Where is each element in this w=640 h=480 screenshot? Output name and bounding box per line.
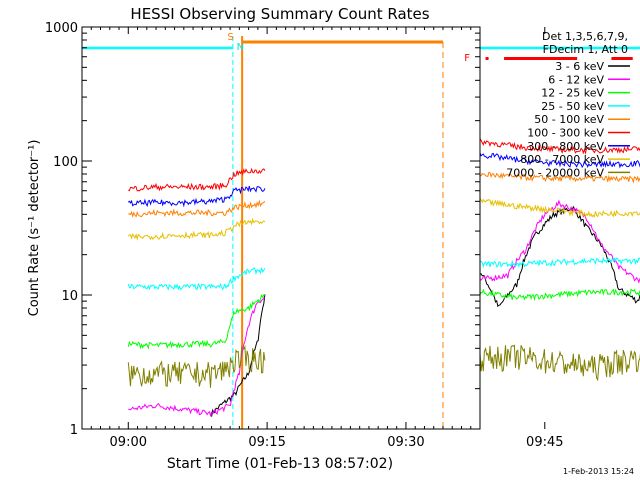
series-25-50-kev-before-gap — [127, 267, 266, 291]
x-tick-label: 09:00 — [110, 435, 147, 450]
series-layer — [127, 138, 640, 418]
x-tick-label: 09:45 — [526, 435, 563, 450]
series-100-300-kev-before-gap — [128, 167, 266, 192]
series-6-12-kev-before-gap — [128, 297, 266, 418]
series-3-6-kev-before-gap — [211, 294, 266, 417]
series-7000-20000-kev-before-gap — [127, 344, 266, 388]
flare-flag-segment — [611, 57, 633, 60]
flare-flag-segment — [504, 57, 578, 60]
axis-layer: 09:0009:1509:3009:4510:0010:1510:3011010… — [45, 21, 564, 450]
legend-label: 50 - 100 keV — [534, 113, 604, 126]
legend-label: 12 - 25 keV — [541, 87, 604, 100]
series-25-50-kev-after-gap — [480, 256, 640, 269]
series-7000-20000-kev-after-gap — [479, 344, 640, 382]
flare-flag-segment — [485, 57, 489, 60]
legend-label: 300 - 800 keV — [527, 140, 604, 153]
y-axis-label: Count Rate (s⁻¹ detector⁻¹) — [27, 140, 42, 317]
series-100-300-kev-after-gap — [479, 138, 640, 156]
legend-label: 800 - 7000 keV — [520, 153, 604, 166]
series-800-7000-kev-after-gap — [479, 198, 640, 219]
x-tick-label: 09:30 — [387, 435, 424, 450]
plot-frame — [81, 26, 481, 430]
series-300-800-kev-after-gap — [479, 152, 640, 169]
flag-label-s: S — [227, 32, 233, 43]
y-tick-label: 100 — [53, 155, 78, 170]
series-3-6-kev-after-gap — [479, 205, 640, 308]
series-6-12-kev-after-gap — [479, 199, 640, 284]
legend-label: 100 - 300 keV — [527, 127, 604, 140]
legend-label: 25 - 50 keV — [541, 100, 604, 113]
y-tick-label: 10 — [61, 289, 78, 304]
series-12-25-kev-after-gap — [479, 288, 640, 302]
flag-label-f: F — [464, 53, 470, 64]
legend-label: 7000 - 20000 keV — [506, 166, 604, 179]
x-tick-label: 09:15 — [248, 435, 285, 450]
x-axis-label: Start Time (01-Feb-13 08:57:02) — [167, 456, 393, 472]
series-800-7000-kev-before-gap — [127, 217, 266, 241]
legend-header-line-2: FDecim 1, Att 0 — [543, 43, 628, 56]
series-12-25-kev-before-gap — [127, 294, 266, 350]
legend-label: 6 - 12 keV — [548, 73, 604, 86]
series-300-800-kev-before-gap — [127, 185, 266, 208]
chart-title: HESSI Observing Summary Count Rates — [130, 5, 429, 23]
legend-header-line-1: Det 1,3,5,6,7,9, — [542, 30, 628, 43]
timestamp: 1-Feb-2013 15:24 — [563, 467, 634, 476]
series-50-100-kev-after-gap — [479, 171, 640, 184]
y-tick-label: 1 — [70, 423, 78, 438]
legend-label: 3 - 6 keV — [555, 60, 604, 73]
plot-overlays: SN F — [82, 32, 640, 429]
series-50-100-kev-before-gap — [128, 199, 266, 218]
y-tick-label: 1000 — [45, 21, 78, 36]
flag-label-n: N — [237, 42, 244, 53]
